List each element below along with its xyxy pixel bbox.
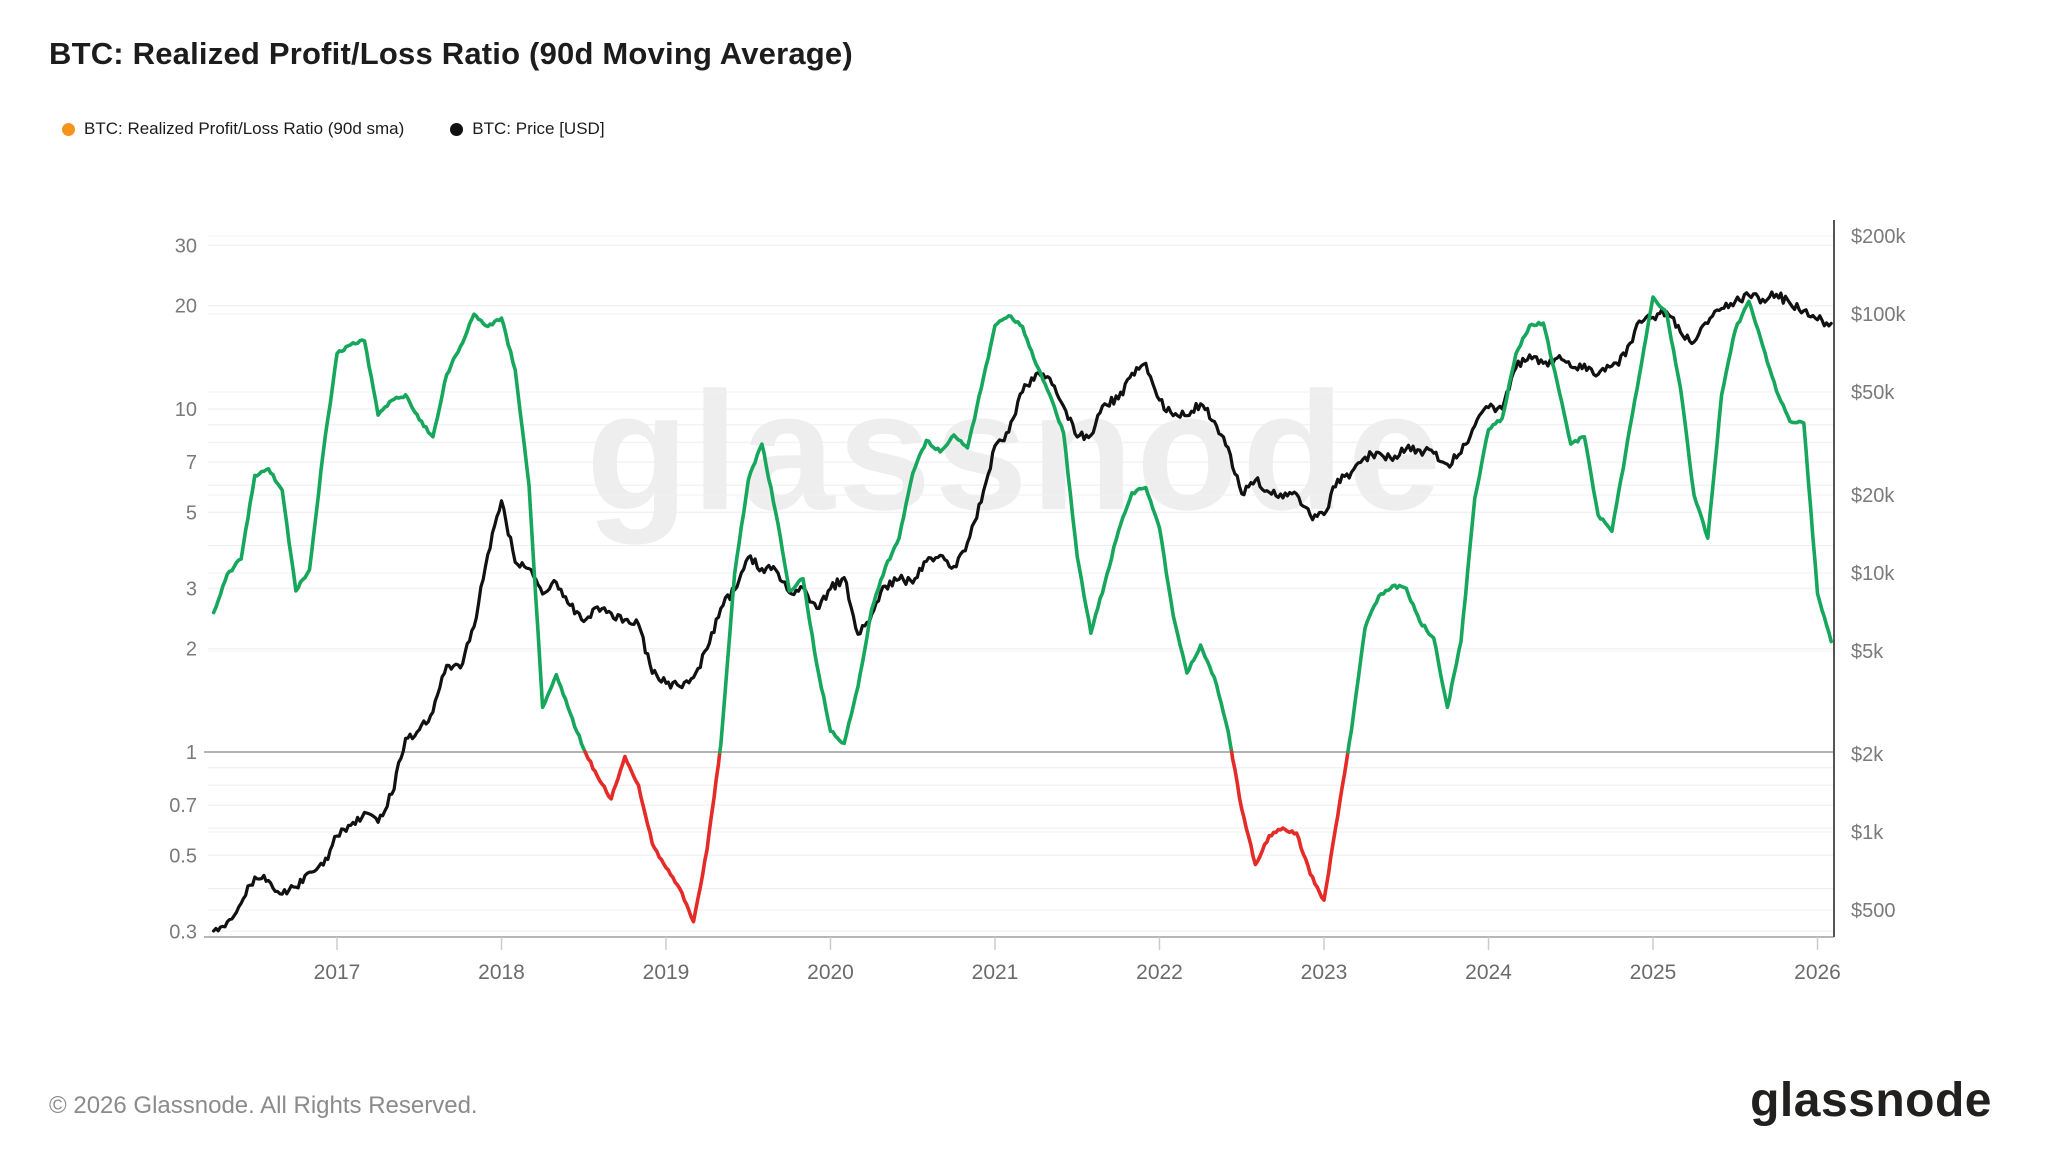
y-right-tick-label: $20k — [1851, 485, 1895, 507]
legend-item-ratio[interactable]: BTC: Realized Profit/Loss Ratio (90d sma… — [62, 119, 404, 139]
x-tick-label: 2017 — [314, 961, 361, 984]
glassnode-watermark: glassnode — [586, 357, 1444, 545]
copyright-text: © 2026 Glassnode. All Rights Reserved. — [49, 1092, 478, 1119]
y-left-tick-label: 3 — [186, 578, 197, 600]
y-left-tick-label: 5 — [186, 502, 197, 524]
y-right-tick-label: $500 — [1851, 900, 1896, 922]
ratio-legend-dot-icon — [62, 122, 75, 136]
x-tick-label: 2025 — [1630, 961, 1677, 984]
y-left-tick-label: 7 — [186, 452, 197, 474]
x-tick-label: 2023 — [1301, 961, 1348, 984]
price-line — [212, 290, 1833, 933]
y-left-tick-label: 30 — [175, 235, 197, 257]
y-left-tick-label: 10 — [175, 399, 197, 421]
x-tick-label: 2026 — [1794, 961, 1841, 984]
ratio-line-loss-segment — [1229, 750, 1350, 902]
x-tick-label: 2019 — [643, 961, 690, 984]
y-right-tick-label: $2k — [1851, 744, 1884, 766]
legend: BTC: Realized Profit/Loss Ratio (90d sma… — [62, 119, 605, 139]
y-right-tick-label: $50k — [1851, 382, 1895, 404]
price-legend-label: BTC: Price [USD] — [472, 119, 605, 138]
page-title: BTC: Realized Profit/Loss Ratio (90d Mov… — [49, 36, 853, 71]
y-left-tick-label: 1 — [186, 742, 197, 764]
y-left-tick-label: 0.7 — [169, 795, 197, 817]
y-left-tick-label: 0.3 — [169, 921, 197, 943]
legend-item-price[interactable]: BTC: Price [USD] — [450, 119, 605, 139]
ratio-legend-label: BTC: Realized Profit/Loss Ratio (90d sma… — [84, 119, 405, 138]
y-right-tick-label: $10k — [1851, 563, 1895, 585]
x-tick-label: 2022 — [1136, 961, 1183, 984]
y-right-tick-label: $200k — [1851, 226, 1906, 248]
y-left-tick-label: 20 — [175, 296, 197, 318]
y-left-tick-label: 2 — [186, 639, 197, 661]
x-tick-label: 2024 — [1465, 961, 1512, 984]
x-tick-label: 2018 — [478, 961, 525, 984]
y-left-tick-label: 0.5 — [169, 845, 197, 867]
y-right-tick-label: $1k — [1851, 822, 1884, 844]
ratio-line-profit-segment — [211, 312, 587, 754]
y-right-tick-label: $100k — [1851, 304, 1906, 326]
ratio-line-profit-segment — [1346, 295, 1833, 754]
x-tick-label: 2021 — [972, 961, 1019, 984]
ratio-line-profit-segment — [718, 314, 1234, 754]
y-right-tick-label: $5k — [1851, 641, 1884, 663]
price-legend-dot-icon — [450, 122, 464, 136]
ratio-line-loss-segment — [583, 750, 722, 924]
x-tick-label: 2020 — [807, 961, 854, 984]
glassnode-logo[interactable]: glassnode — [1750, 1074, 1992, 1127]
